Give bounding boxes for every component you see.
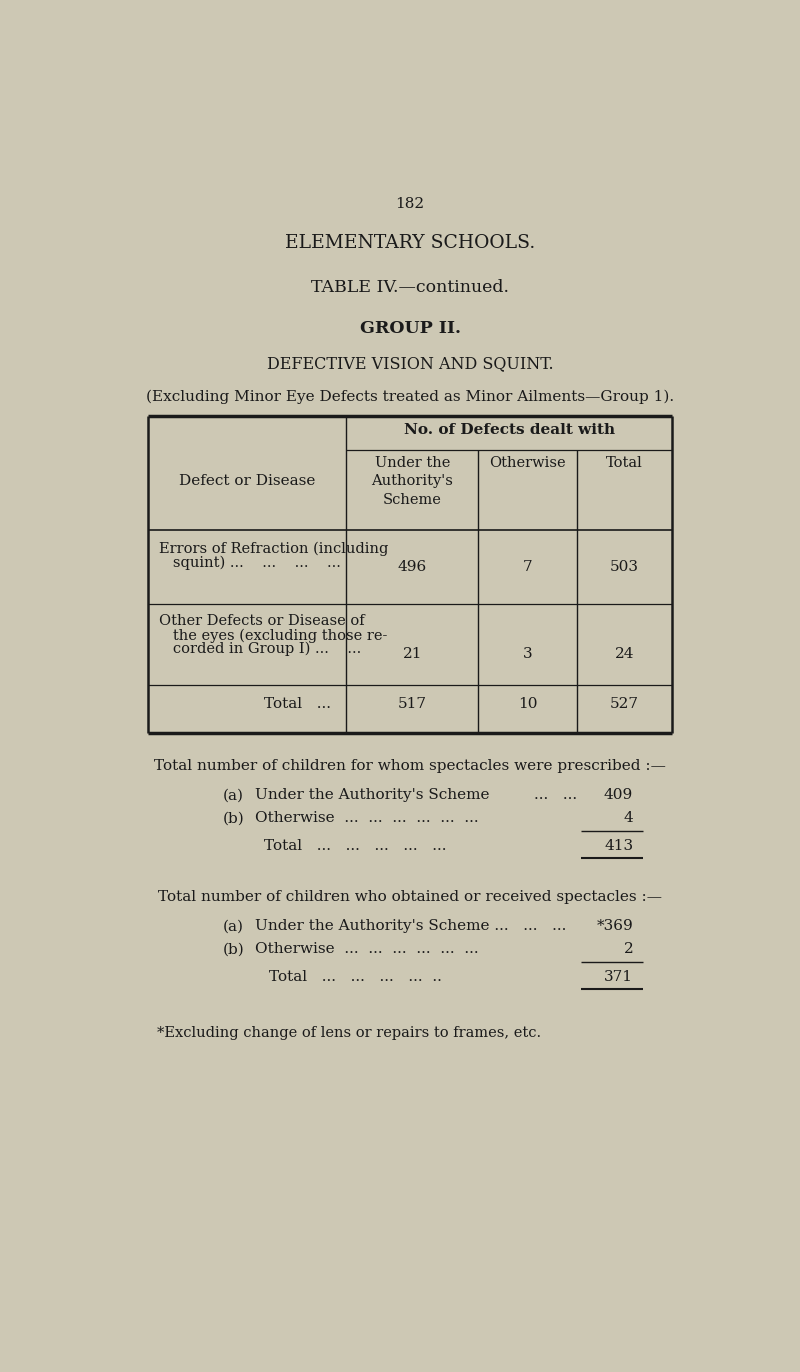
Text: Otherwise: Otherwise	[490, 456, 566, 469]
Text: Total   ...   ...   ...   ...  ..: Total ... ... ... ... ..	[270, 970, 442, 984]
Text: (b): (b)	[222, 943, 244, 956]
Text: 371: 371	[604, 970, 634, 984]
Text: Under the
Authority's
Scheme: Under the Authority's Scheme	[371, 456, 454, 506]
Text: Total   ...   ...   ...   ...   ...: Total ... ... ... ... ...	[265, 840, 447, 853]
Text: ELEMENTARY SCHOOLS.: ELEMENTARY SCHOOLS.	[285, 235, 535, 252]
Text: Total number of children for whom spectacles were prescribed :—: Total number of children for whom specta…	[154, 759, 666, 772]
Text: squint) ...    ...    ...    ...: squint) ... ... ... ...	[159, 556, 341, 571]
Text: 409: 409	[604, 789, 634, 803]
Text: 7: 7	[523, 560, 533, 575]
Text: 517: 517	[398, 697, 427, 711]
Text: 24: 24	[615, 646, 634, 661]
Text: 182: 182	[395, 198, 425, 211]
Text: Otherwise  ...  ...  ...  ...  ...  ...: Otherwise ... ... ... ... ... ...	[255, 811, 478, 826]
Text: Under the Authority's Scheme ...   ...   ...: Under the Authority's Scheme ... ... ...	[255, 919, 566, 933]
Text: (a): (a)	[222, 789, 243, 803]
Text: Defect or Disease: Defect or Disease	[179, 475, 315, 488]
Text: (b): (b)	[222, 811, 244, 826]
Text: 21: 21	[402, 646, 422, 661]
Text: *369: *369	[597, 919, 634, 933]
Text: (Excluding Minor Eye Defects treated as Minor Ailments—Group 1).: (Excluding Minor Eye Defects treated as …	[146, 390, 674, 403]
Text: Otherwise  ...  ...  ...  ...  ...  ...: Otherwise ... ... ... ... ... ...	[255, 943, 478, 956]
Text: the eyes (excluding those re-: the eyes (excluding those re-	[159, 628, 387, 642]
Text: 4: 4	[623, 811, 634, 826]
Text: (a): (a)	[222, 919, 243, 933]
Text: 503: 503	[610, 560, 639, 575]
Text: 3: 3	[523, 646, 533, 661]
Text: Total: Total	[606, 456, 643, 469]
Text: Under the Authority's Scheme: Under the Authority's Scheme	[255, 789, 490, 803]
Text: *Excluding change of lens or repairs to frames, etc.: *Excluding change of lens or repairs to …	[158, 1025, 542, 1040]
Text: DEFECTIVE VISION AND SQUINT.: DEFECTIVE VISION AND SQUINT.	[266, 355, 554, 373]
Text: No. of Defects dealt with: No. of Defects dealt with	[404, 424, 614, 438]
Text: GROUP II.: GROUP II.	[359, 320, 461, 338]
Text: TABLE IV.—continued.: TABLE IV.—continued.	[311, 279, 509, 295]
Text: 527: 527	[610, 697, 639, 711]
Text: Errors of Refraction (including: Errors of Refraction (including	[159, 542, 388, 556]
Text: Total number of children who obtained or received spectacles :—: Total number of children who obtained or…	[158, 890, 662, 904]
Text: ...   ...: ... ...	[534, 789, 577, 803]
Text: Other Defects or Disease of: Other Defects or Disease of	[159, 615, 365, 628]
Text: 413: 413	[604, 840, 634, 853]
Text: 2: 2	[623, 943, 634, 956]
Text: 496: 496	[398, 560, 427, 575]
Text: Total   ...: Total ...	[264, 697, 331, 711]
Text: 10: 10	[518, 697, 538, 711]
Text: corded in Group I) ...    ...: corded in Group I) ... ...	[159, 642, 361, 656]
